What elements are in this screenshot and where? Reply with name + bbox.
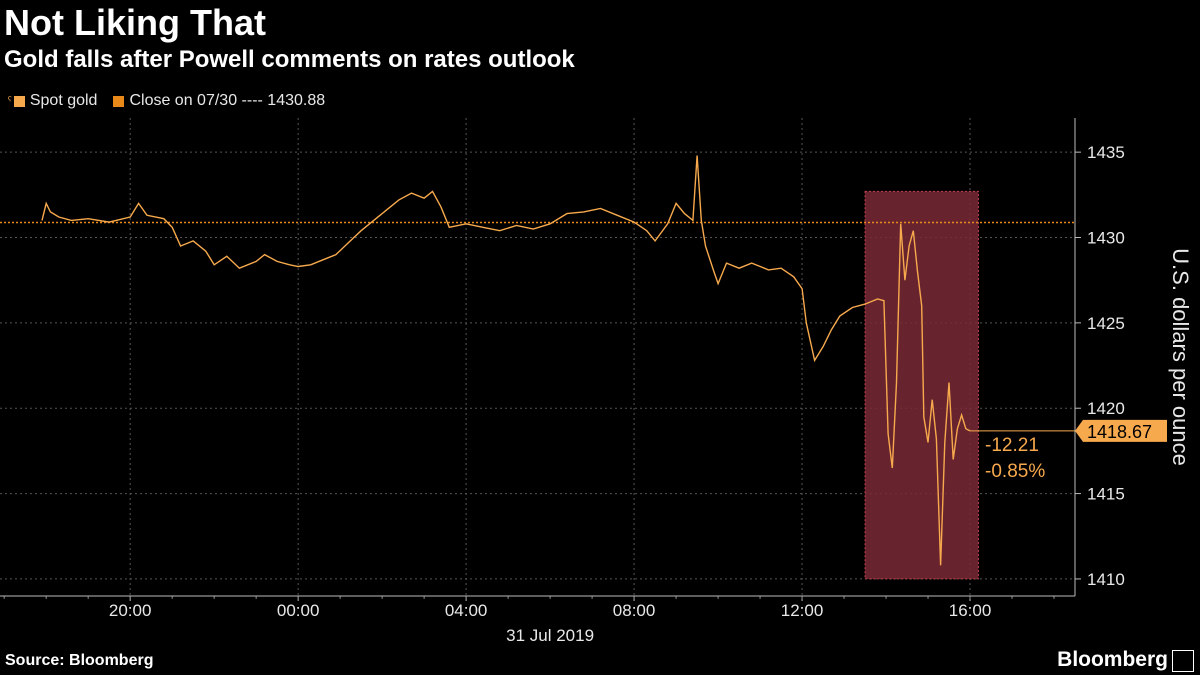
bloomberg-icon	[1172, 650, 1194, 672]
y-tick-label: 1435	[1087, 143, 1125, 162]
y-tick-label: 1425	[1087, 314, 1125, 333]
brand-logo: Bloomberg	[1057, 648, 1168, 671]
legend: ˤ Spot gold Close on 07/30 ---- 1430.88	[8, 92, 341, 110]
axes: 1410 1415 1420 1425 1430 1435 20:00 00:00 04:00 0…	[0, 118, 1193, 645]
legend-swatch-close	[113, 95, 125, 107]
y-tick-label: 1410	[1087, 570, 1125, 589]
x-tick-label: 16:00	[949, 601, 992, 620]
legend-label-close: Close on 07/30 ---- 1430.88	[129, 92, 326, 109]
x-tick-label: 20:00	[109, 601, 152, 620]
x-tick-label: 08:00	[613, 601, 656, 620]
legend-item-spot-gold: ˤ Spot gold	[8, 92, 97, 110]
highlight-region	[864, 190, 979, 580]
legend-label-spot-gold: Spot gold	[29, 92, 98, 109]
chart-title: Not Liking That	[4, 2, 266, 43]
x-tick-label: 12:00	[781, 601, 824, 620]
series-line-spot-gold	[41, 155, 971, 566]
chart-subtitle: Gold falls after Powell comments on rate…	[4, 46, 575, 73]
y-axis-title: U.S. dollars per ounce	[1168, 248, 1193, 466]
legend-item-close: Close on 07/30 ---- 1430.88	[113, 92, 325, 110]
change-annotation: -12.21	[985, 435, 1039, 456]
legend-line-icon: ˤ	[8, 95, 12, 107]
y-tick-label: 1430	[1087, 229, 1125, 248]
x-tick-label: 04:00	[445, 601, 488, 620]
y-tick-label: 1420	[1087, 399, 1125, 418]
last-value-badge	[1075, 419, 1167, 442]
annotations: 1418.67 -12.21 -0.85%	[970, 419, 1167, 482]
legend-swatch-spot-gold	[13, 95, 25, 107]
change-annotation: -0.85%	[985, 461, 1045, 482]
x-date-label: 31 Jul 2019	[506, 626, 594, 645]
x-tick-label: 00:00	[277, 601, 320, 620]
y-tick-label: 1415	[1087, 485, 1125, 504]
source-note: Source: Bloomberg	[5, 652, 154, 669]
last-value-label: 1418.67	[1087, 422, 1152, 442]
